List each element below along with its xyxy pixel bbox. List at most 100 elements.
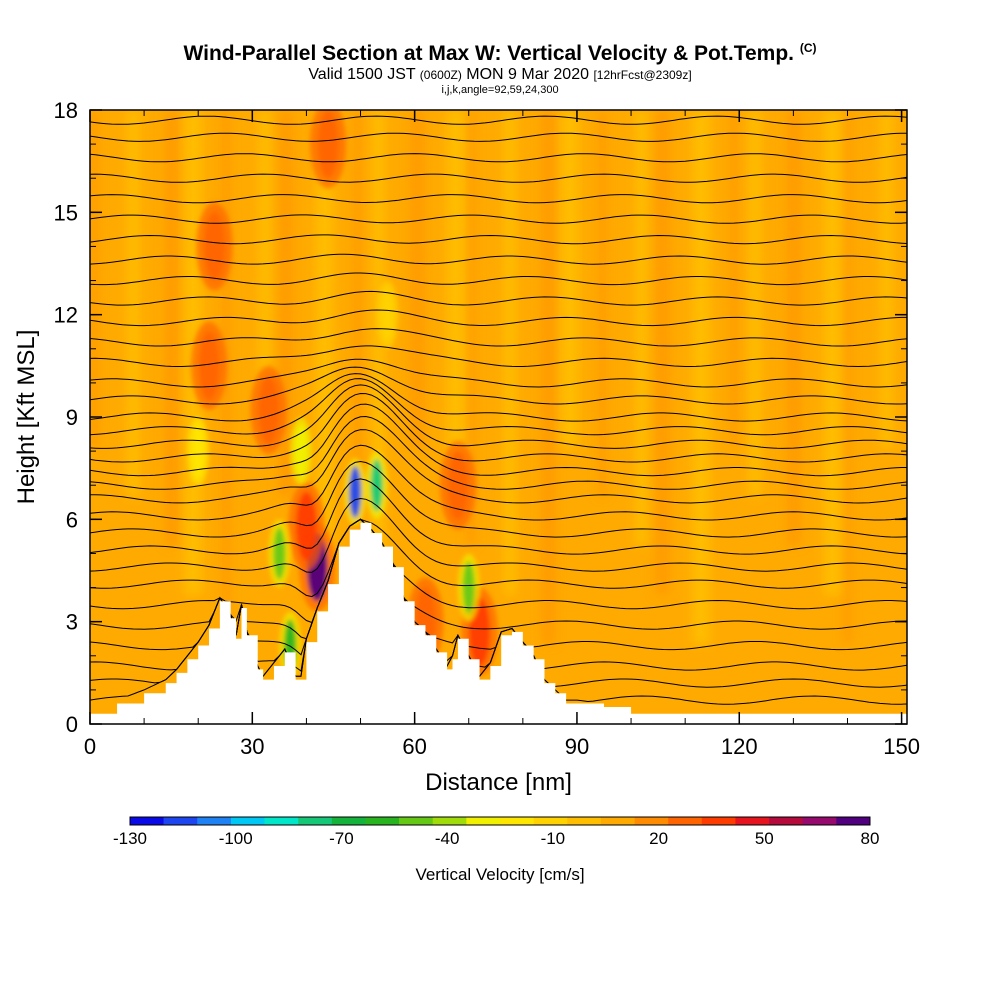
streak-band — [786, 110, 802, 546]
streak-band — [560, 110, 579, 448]
streak-band — [823, 110, 842, 596]
y-axis-title: Height [Kft MSL] — [13, 330, 40, 505]
y-tick-label: 12 — [54, 303, 78, 328]
theta-contour — [90, 358, 907, 388]
theta-contour — [90, 384, 907, 449]
x-tick-label: 90 — [565, 734, 589, 759]
title-unit: (C) — [799, 41, 817, 55]
theta-contour — [90, 460, 907, 538]
title-main: Wind-Parallel Section at Max W: Vertical… — [183, 42, 794, 65]
colorbar-swatch — [802, 817, 837, 825]
updraft-cell — [258, 376, 279, 445]
streak-band — [541, 110, 557, 645]
theta-contour — [90, 214, 907, 224]
theta-contours — [90, 115, 907, 705]
colorbar-label: 50 — [755, 829, 774, 848]
colorbar-swatch — [668, 817, 703, 825]
streak-band — [729, 110, 739, 448]
theta-contour — [90, 415, 907, 490]
streak-band — [127, 110, 140, 497]
y-tick-label: 6 — [66, 507, 78, 532]
colorbar-label: 20 — [649, 829, 668, 848]
theta-contour — [90, 173, 907, 183]
streak-band — [692, 110, 711, 645]
theta-contour — [90, 132, 907, 142]
theta-contour — [90, 272, 907, 286]
colorbar-label: -10 — [541, 829, 566, 848]
colorbar-label: -100 — [219, 829, 253, 848]
axes: 0 30 60 90 120 150 0 3 6 9 12 15 18 Distance [nm] Heig… — [13, 98, 920, 796]
colorbar-label: 80 — [861, 829, 880, 848]
colorbar-swatch — [399, 817, 434, 825]
theta-contour — [90, 429, 907, 504]
updraft-cell — [296, 492, 317, 561]
y-tick-label: 15 — [54, 200, 78, 225]
colorbar-label: -40 — [435, 829, 460, 848]
theta-contour — [90, 290, 907, 306]
updraft-cell — [204, 212, 225, 281]
x-tick-label: 0 — [84, 734, 96, 759]
theta-contour — [90, 403, 907, 477]
streak-band — [409, 110, 425, 448]
theta-contour — [90, 345, 907, 368]
terrain-mask — [90, 522, 907, 724]
colorbar-label: -130 — [113, 829, 147, 848]
y-tick-label: 18 — [54, 98, 78, 123]
colorbar-swatch — [567, 817, 602, 825]
forecast-info: [12hrFcst@2309z] — [593, 68, 692, 82]
theta-contour — [90, 366, 907, 405]
colorbar-swatch — [769, 817, 804, 825]
streak-band — [164, 110, 180, 546]
y-tick-label: 9 — [66, 405, 78, 430]
downdraft-cell — [295, 425, 308, 478]
theta-contour — [90, 518, 907, 598]
colorbar-swatch — [298, 817, 333, 825]
colorbar-swatch — [836, 817, 871, 825]
streak-band — [843, 110, 853, 645]
x-axis-title: Distance [nm] — [425, 769, 572, 796]
theta-contour — [90, 194, 907, 204]
colorbar-swatch — [432, 817, 467, 825]
colorbar-swatch — [230, 817, 265, 825]
colorbar-swatch — [701, 817, 736, 825]
theta-contour — [90, 234, 907, 245]
theta-contour — [90, 309, 907, 327]
colorbar-swatch — [365, 817, 400, 825]
theta-contour — [90, 378, 907, 436]
streak-band — [466, 110, 476, 546]
colorbar-swatch — [466, 817, 501, 825]
valid-time: Valid 1500 JST — [308, 66, 416, 83]
x-tick-label: 150 — [883, 734, 920, 759]
theta-contour — [90, 253, 907, 265]
theta-contour — [90, 444, 907, 521]
colorbar-swatch — [197, 817, 232, 825]
theta-contour — [90, 392, 907, 463]
colorbar-swatch — [331, 817, 366, 825]
colorbar: -130 -100 -70 -40 -10 20 50 80 Vertical Velocity… — [113, 816, 880, 884]
x-tick-label: 120 — [721, 734, 758, 759]
colorbar-swatch — [735, 817, 770, 825]
theta-contour — [90, 497, 907, 573]
streak-band — [447, 110, 466, 497]
chart-subtitle: Valid 1500 JST (0600Z) MON 9 Mar 2020 [1… — [90, 66, 910, 84]
colorbar-swatch — [533, 817, 568, 825]
chart-title-block: Wind-Parallel Section at Max W: Vertical… — [90, 36, 910, 96]
colorbar-swatch — [264, 817, 299, 825]
colorbar-swatch — [163, 817, 198, 825]
colorbar-title: Vertical Velocity [cm/s] — [415, 865, 584, 884]
x-tick-label: 60 — [402, 734, 426, 759]
theta-contour — [90, 153, 907, 163]
downdraft-cell — [192, 425, 205, 478]
colorbar-label: -70 — [329, 829, 354, 848]
colorbar-swatch — [130, 817, 164, 825]
y-tick-label: 0 — [66, 712, 78, 737]
streak-band — [258, 110, 271, 448]
updraft-cell — [318, 110, 339, 179]
valid-date: MON 9 Mar 2020 — [466, 66, 589, 83]
chart-title: Wind-Parallel Section at Max W: Vertical… — [90, 36, 910, 66]
streak-band — [749, 110, 762, 497]
theta-contour — [90, 328, 907, 347]
updraft-cell — [199, 331, 220, 400]
streak-band — [635, 110, 648, 546]
